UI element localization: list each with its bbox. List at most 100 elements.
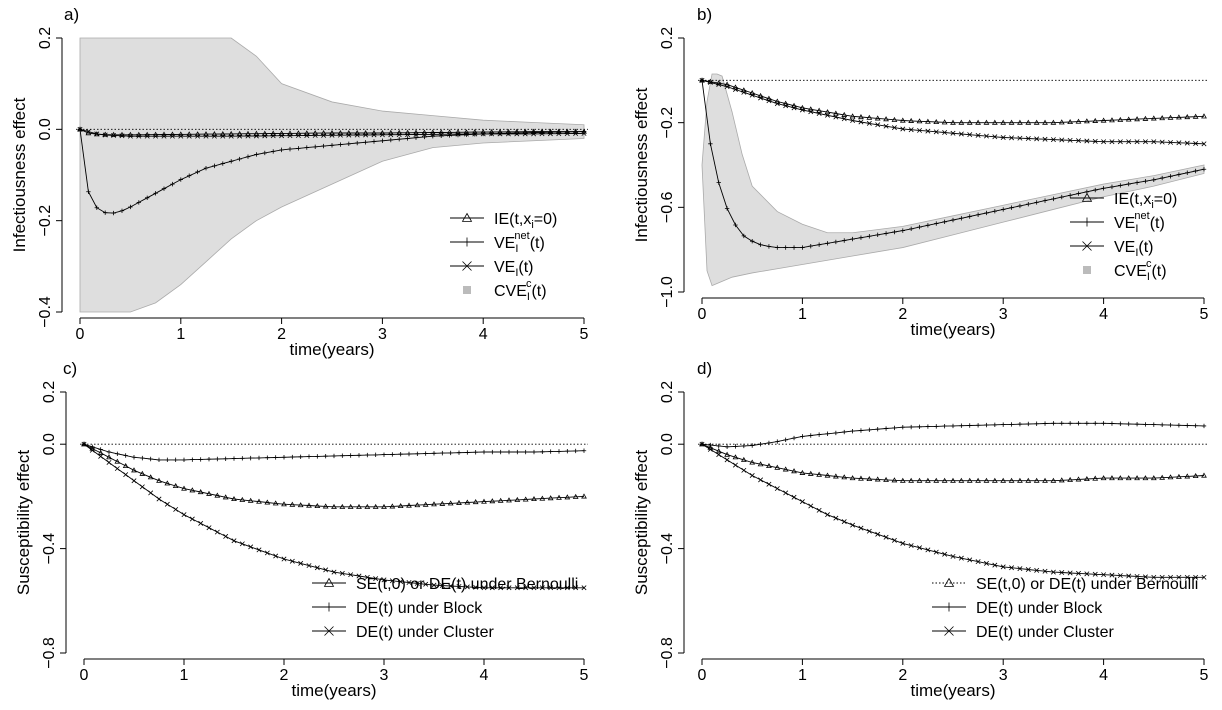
data-point [917, 545, 923, 551]
legend-marker [1083, 266, 1091, 274]
data-point [531, 585, 537, 591]
x-tick-label: 4 [480, 667, 489, 684]
data-point [867, 427, 872, 433]
data-point [490, 449, 495, 455]
data-point [925, 547, 931, 553]
data-point [215, 456, 220, 462]
data-point [281, 501, 287, 507]
data-point [231, 538, 237, 544]
data-point [206, 490, 212, 496]
data-point [77, 126, 83, 132]
data-point [356, 453, 362, 458]
data-point [1017, 477, 1023, 483]
data-point [321, 143, 326, 149]
data-point [1050, 137, 1056, 143]
data-point [1067, 137, 1073, 143]
data-point [222, 494, 229, 500]
data-point [732, 454, 739, 460]
data-point [346, 132, 352, 138]
data-point [279, 133, 285, 139]
data-point [984, 422, 989, 428]
data-point [405, 136, 410, 141]
data-point [405, 132, 411, 138]
data-point [1176, 140, 1182, 146]
data-point [1134, 116, 1140, 122]
series-cross [81, 441, 587, 591]
legend-label: VEInet(t) [494, 230, 545, 255]
data-point [782, 466, 789, 472]
data-point [430, 131, 436, 137]
x-tick-label: 5 [1200, 667, 1209, 684]
data-point [732, 87, 738, 92]
data-point [975, 119, 981, 125]
data-point [190, 457, 195, 462]
data-point [355, 140, 360, 146]
data-point [825, 112, 830, 118]
data-point [111, 132, 117, 138]
data-point [1067, 570, 1073, 576]
data-point [346, 141, 351, 146]
data-point [1050, 119, 1057, 125]
data-point [983, 477, 990, 483]
data-point [189, 487, 196, 493]
series-triangle [699, 77, 1207, 125]
data-point [1084, 421, 1090, 426]
data-point [556, 449, 562, 454]
data-point [841, 111, 848, 117]
data-point [1100, 475, 1107, 481]
data-point [1193, 574, 1199, 580]
data-point [1134, 421, 1140, 427]
data-point [824, 472, 831, 478]
data-point [371, 132, 377, 138]
data-point [1034, 136, 1040, 142]
x-axis-label: time(years) [289, 340, 374, 359]
data-point [1084, 571, 1090, 577]
data-point [273, 553, 279, 559]
x-tick-label: 5 [1200, 306, 1209, 323]
y-axis-label: Susceptibility effect [14, 450, 33, 595]
data-point [256, 547, 262, 553]
legend-label: CVEIc(t) [494, 278, 547, 303]
data-point [741, 89, 747, 95]
data-point [842, 429, 847, 435]
data-point [262, 133, 268, 139]
data-point [197, 489, 204, 495]
x-tick-label: 2 [898, 667, 907, 684]
data-point [331, 453, 337, 459]
data-point [850, 522, 856, 528]
data-point [1118, 183, 1123, 188]
data-point [455, 131, 461, 137]
data-point [214, 492, 221, 498]
data-point [229, 159, 234, 164]
data-point [1017, 135, 1023, 141]
data-point [1142, 574, 1148, 580]
data-point [891, 537, 897, 543]
data-point [833, 239, 839, 245]
y-tick-label: −0.8 [659, 637, 676, 669]
legend-marker [1082, 241, 1092, 251]
data-point [198, 457, 203, 462]
data-point [1184, 574, 1190, 580]
data-point [514, 585, 520, 591]
legend-marker [944, 602, 954, 612]
data-point [1067, 193, 1073, 198]
data-point [975, 559, 981, 565]
data-point [539, 131, 545, 137]
legend-entry: DE(t) under Cluster [312, 624, 494, 641]
data-point [1076, 570, 1081, 576]
data-point [925, 477, 931, 483]
data-point [81, 441, 87, 447]
data-point [1168, 139, 1174, 145]
data-point [565, 448, 570, 454]
data-point [1034, 200, 1039, 205]
data-point [431, 501, 437, 507]
data-point [1050, 477, 1057, 483]
data-point [398, 579, 404, 585]
data-point [365, 452, 370, 458]
data-point [372, 503, 379, 509]
data-point [975, 477, 981, 483]
data-point [950, 217, 956, 223]
data-point [883, 231, 889, 236]
data-point [90, 444, 95, 450]
y-tick-label: 0.2 [659, 27, 676, 49]
